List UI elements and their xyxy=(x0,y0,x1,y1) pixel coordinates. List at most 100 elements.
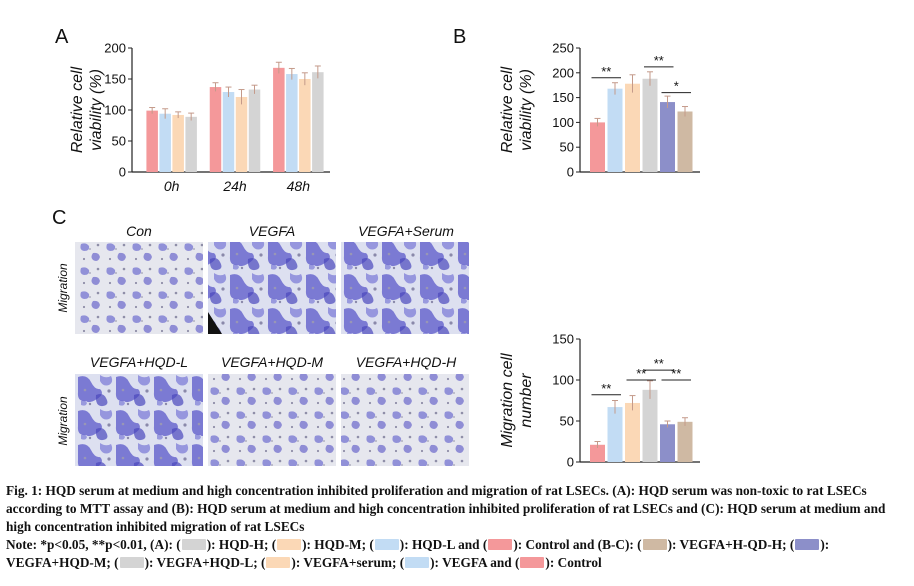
y-tick-label-b: 50 xyxy=(560,140,574,155)
bar-b-vegfa-hqd-h xyxy=(677,111,693,172)
x-tick-label-a: 0h xyxy=(164,178,180,194)
bar-a-hqd-m xyxy=(235,96,248,172)
bar-c-vegfa-hqd-m xyxy=(660,424,675,462)
note-vegfa-hqdm: ): VEGFA+HQD-M; ( xyxy=(6,537,830,570)
figure-svg: A B C 0 50 100 150 200 Relative cell viability… xyxy=(52,26,700,470)
note-vegfa: ): VEGFA and ( xyxy=(430,555,520,570)
x-tick-label-a: 48h xyxy=(287,178,311,194)
bar-a-control xyxy=(273,67,285,172)
swatch-vegfa-hqdl xyxy=(119,557,144,568)
y-axis-label-b: Relative cell viability (%) xyxy=(499,66,535,153)
figure-caption: Fig. 1: HQD serum at medium and high con… xyxy=(6,482,908,572)
micrograph-label-hqd-h: VEGFA+HQD-H xyxy=(356,354,457,370)
chart-a: 0 50 100 150 200 Relative cell viability (%) 0h… xyxy=(69,41,330,194)
micrograph-label-hqd-m: VEGFA+HQD-M xyxy=(221,354,323,370)
y-tick-label-a: 200 xyxy=(104,41,126,56)
swatch-hqdm xyxy=(277,539,302,550)
bar-a-control xyxy=(146,110,158,172)
bar-a-hqd-l xyxy=(159,113,171,172)
y-tick-label-a: 50 xyxy=(112,134,126,149)
y-tick-label-c: 50 xyxy=(560,414,574,429)
row-label-migration-2: Migration xyxy=(56,396,70,446)
note-vegfa-serum: ): VEGFA+serum; ( xyxy=(291,555,405,570)
row-label-migration-1: Migration xyxy=(56,263,70,313)
panel-letter-b: B xyxy=(453,26,466,48)
swatch-control-bc xyxy=(520,557,545,568)
micrograph-hqd-h xyxy=(341,374,469,466)
y-tick-label-b: 0 xyxy=(567,165,574,180)
bar-a-control xyxy=(209,87,222,172)
y-tick-label-a: 0 xyxy=(119,165,126,180)
swatch-vegfa-serum xyxy=(266,557,291,568)
bar-c-vegfa-serum xyxy=(625,402,640,462)
bar-a-hqd-m xyxy=(299,79,311,172)
micrograph-label-hqd-l: VEGFA+HQD-L xyxy=(90,354,188,370)
micrograph-dark-corner xyxy=(208,312,222,334)
chart-c: 0 50 100 150 Migration cell number ** ** ** ** xyxy=(499,332,700,470)
bar-a-hqd-l xyxy=(222,92,235,172)
significance-label-c: ** xyxy=(601,381,611,396)
bar-b-vegfa-serum xyxy=(625,83,640,172)
significance-label-c: ** xyxy=(636,366,646,381)
y-tick-label-a: 100 xyxy=(104,103,126,118)
micrograph-con xyxy=(75,242,203,334)
micrograph-label-vegfa-serum: VEGFA+Serum xyxy=(358,223,454,239)
figure: A B C 0 50 100 150 200 Relative cell viability… xyxy=(52,26,700,470)
y-tick-label-c: 100 xyxy=(552,373,574,388)
note-vegfa-hqdl: ): VEGFA+HQD-L; ( xyxy=(144,555,266,570)
bar-a-hqd-l xyxy=(286,74,298,172)
micrograph-label-vegfa: VEGFA xyxy=(249,223,295,239)
bar-a-hqd-h xyxy=(312,72,324,172)
note-hqdl: ): HQD-L and ( xyxy=(399,537,488,552)
bar-b-vegfa xyxy=(607,88,623,172)
y-tick-label-c: 150 xyxy=(552,332,574,347)
bar-b-vegfa-hqd-m xyxy=(660,102,675,172)
bar-c-control xyxy=(590,444,605,462)
bar-a-hqd-h xyxy=(185,116,197,172)
micrograph-label-con: Con xyxy=(126,223,152,239)
significance-label-b: * xyxy=(674,79,679,94)
y-tick-label-a: 150 xyxy=(104,72,126,87)
panel-letter-c: C xyxy=(52,207,66,229)
note-prefix: Note: *p<0.05, **p<0.01, (A): ( xyxy=(6,537,181,552)
y-axis-label-c: Migration cell number xyxy=(499,353,535,448)
x-tick-label-a: 24h xyxy=(222,178,247,194)
swatch-control-a xyxy=(488,539,513,550)
y-axis-label-a: Relative cell viability (%) xyxy=(69,66,105,153)
micrograph-grid: Con VEGFA VEGFA+Serum VEGFA+HQD-L VEGFA+… xyxy=(56,223,469,466)
bar-b-control xyxy=(590,122,605,172)
caption-title: Fig. 1: HQD serum at medium and high con… xyxy=(6,483,886,534)
y-tick-label-c: 0 xyxy=(567,455,574,470)
note-hqdh: ): HQD-H; ( xyxy=(206,537,277,552)
micrograph-hqd-m xyxy=(208,374,336,466)
swatch-hqdh xyxy=(181,539,206,550)
caption-note: Note: *p<0.05, **p<0.01, (A): ( ): HQD-H;… xyxy=(6,536,908,572)
chart-b: 0 50 100 150 200 250 Relative cell viability (%… xyxy=(499,41,700,180)
bar-b-vegfa-hqd-l xyxy=(642,78,658,172)
significance-label-c: ** xyxy=(654,356,664,371)
y-tick-label-b: 100 xyxy=(552,115,574,130)
swatch-vegfa xyxy=(405,557,430,568)
panel-letter-a: A xyxy=(55,26,69,48)
swatch-hqdl xyxy=(374,539,399,550)
bar-a-hqd-h xyxy=(248,89,261,172)
y-tick-label-b: 200 xyxy=(552,65,574,80)
swatch-vegfa-hqdh xyxy=(642,539,667,550)
bar-c-vegfa-hqd-h xyxy=(677,421,693,462)
significance-label-c: ** xyxy=(671,366,681,381)
bar-c-vegfa-hqd-l xyxy=(642,389,658,462)
note-hqdm: ): HQD-M; ( xyxy=(302,537,374,552)
significance-label-b: ** xyxy=(601,64,611,79)
note-vegfa-hqdh: ): VEGFA+H-QD-H; ( xyxy=(667,537,795,552)
bar-c-vegfa xyxy=(607,407,623,462)
swatch-vegfa-hqdm xyxy=(795,539,820,550)
y-tick-label-b: 250 xyxy=(552,41,574,56)
micrograph-vegfa-serum xyxy=(341,242,469,334)
y-tick-label-b: 150 xyxy=(552,90,574,105)
micrograph-vegfa xyxy=(208,242,336,334)
micrograph-hqd-l xyxy=(75,374,203,466)
note-control-a: ): Control and (B-C): ( xyxy=(513,537,642,552)
bar-a-hqd-m xyxy=(172,114,184,172)
note-control-bc: ): Control xyxy=(545,555,602,570)
significance-label-b: ** xyxy=(654,53,664,68)
